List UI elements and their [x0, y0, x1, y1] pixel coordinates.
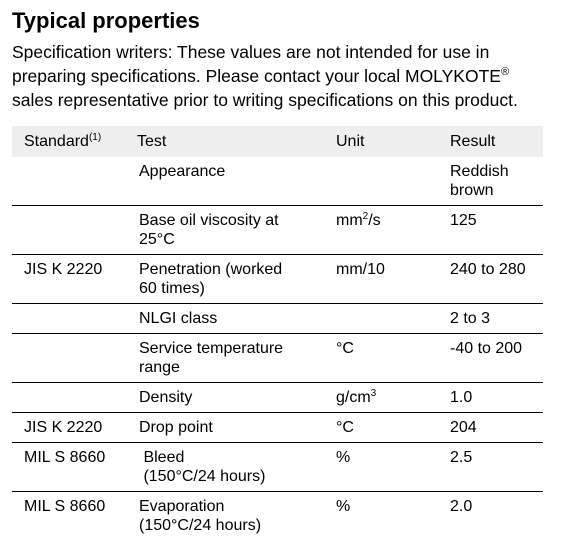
unit-text: mm/10 [336, 261, 385, 278]
cell-result: 1.0 [438, 383, 543, 413]
header-result: Result [438, 126, 543, 157]
result-line: 240 to 280 [450, 261, 526, 278]
result-line: 2.5 [450, 449, 473, 466]
cell-result: 2.5 [438, 443, 543, 492]
cell-unit: mm/10 [324, 255, 438, 304]
table-row: Density g/cm3 1.0 [12, 383, 543, 413]
cell-result: 125 [438, 206, 543, 255]
intro-line-3: sales representative prior to writing sp… [12, 90, 518, 110]
cell-standard [12, 206, 125, 255]
properties-table: Standard(1) Test Unit Result Appearance R… [12, 126, 543, 540]
unit-text: °C [336, 419, 354, 436]
test-line: Drop point [139, 419, 213, 436]
unit-superscript: 2 [362, 211, 369, 222]
cell-unit [324, 157, 438, 206]
cell-test: Base oil viscosity at 25°C [125, 206, 324, 255]
header-standard: Standard(1) [12, 126, 125, 157]
table-header-row: Standard(1) Test Unit Result [12, 126, 543, 157]
cell-standard: JIS K 2220 [24, 261, 103, 278]
cell-standard [12, 157, 125, 206]
test-line: (150°C/24 hours) [139, 517, 262, 534]
test-line: (150°C/24 hours) [139, 468, 266, 485]
cell-test: Density [125, 383, 324, 413]
test-line: Service temperature [139, 340, 284, 357]
cell-unit: g/cm3 [324, 383, 438, 413]
cell-unit: mm2/s [324, 206, 438, 255]
result-line: 204 [450, 419, 477, 436]
result-line: brown [450, 182, 494, 199]
result-line: Reddish [450, 163, 509, 180]
cell-unit: % [324, 443, 438, 492]
table-row: MIL S 8660 Bleed (150°C/24 hours)% 2.5 [12, 443, 543, 492]
unit-suffix: /s [368, 212, 381, 229]
cell-result: Reddish brown [438, 157, 543, 206]
unit-text: mm [336, 212, 363, 229]
header-unit: Unit [324, 126, 438, 157]
result-line: 2.0 [450, 498, 473, 515]
test-line: range [139, 359, 180, 376]
result-line: 1.0 [450, 389, 473, 406]
unit-text: % [336, 449, 351, 466]
section-title: Typical properties [12, 8, 200, 33]
cell-result: -40 to 200 [438, 334, 543, 383]
unit-text: % [336, 498, 351, 515]
intro-line-2: preparing specifications. Please contact… [12, 66, 501, 86]
cell-standard: MIL S 8660 [24, 498, 106, 515]
test-line: 60 times) [139, 280, 205, 297]
test-line: NLGI class [139, 310, 218, 327]
unit-superscript: 3 [370, 388, 377, 399]
test-line: Base oil viscosity at [139, 212, 279, 229]
cell-test: Penetration (worked 60 times) [125, 255, 324, 304]
result-line: 2 to 3 [450, 310, 491, 327]
typical-properties-section: Typical properties Specification writers… [12, 8, 557, 540]
test-line: Bleed [139, 449, 185, 466]
cell-unit: °C [324, 413, 438, 443]
cell-standard [12, 304, 125, 334]
cell-result: 204 [438, 413, 543, 443]
cell-test: Appearance [125, 157, 324, 206]
cell-test: Evaporation (150°C/24 hours) [125, 492, 324, 541]
table-row: Appearance Reddish brown [12, 157, 543, 206]
cell-unit: °C [324, 334, 438, 383]
cell-test: Service temperature range [125, 334, 324, 383]
unit-text: °C [336, 340, 354, 357]
cell-standard: MIL S 8660 [24, 449, 106, 466]
unit-text: g/cm [336, 389, 371, 406]
cell-standard: JIS K 2220 [24, 419, 103, 436]
table-row: Service temperature range °C -40 to 200 [12, 334, 543, 383]
intro-paragraph: Specification writers: These values are … [12, 40, 557, 112]
test-line: Penetration (worked [139, 261, 283, 278]
table-row: MIL S 8660 Evaporation (150°C/24 hours)% 2.… [12, 492, 543, 541]
test-line: Density [139, 389, 193, 406]
cell-result: 2 to 3 [438, 304, 543, 334]
footnote-marker: (1) [88, 132, 102, 143]
registered-mark: ® [500, 66, 510, 78]
header-test: Test [125, 126, 324, 157]
intro-line-1: Specification writers: These values are … [12, 42, 490, 62]
test-line: Appearance [139, 163, 226, 180]
result-line: -40 to 200 [450, 340, 523, 357]
test-line: 25°C [139, 231, 175, 248]
cell-unit [324, 304, 438, 334]
cell-unit: % [324, 492, 438, 541]
cell-standard [12, 334, 125, 383]
table-row: JIS K 2220 Penetration (worked 60 times) mm… [12, 255, 543, 304]
cell-test: Drop point [125, 413, 324, 443]
cell-test: Bleed (150°C/24 hours) [125, 443, 324, 492]
table-row: JIS K 2220 Drop point °C 204 [12, 413, 543, 443]
cell-test: NLGI class [125, 304, 324, 334]
cell-result: 240 to 280 [438, 255, 543, 304]
table-row: Base oil viscosity at 25°C mm2/s 125 [12, 206, 543, 255]
result-line: 125 [450, 212, 477, 229]
test-line: Evaporation [139, 498, 225, 515]
table-row: NLGI class 2 to 3 [12, 304, 543, 334]
cell-standard [12, 383, 125, 413]
cell-result: 2.0 [438, 492, 543, 541]
